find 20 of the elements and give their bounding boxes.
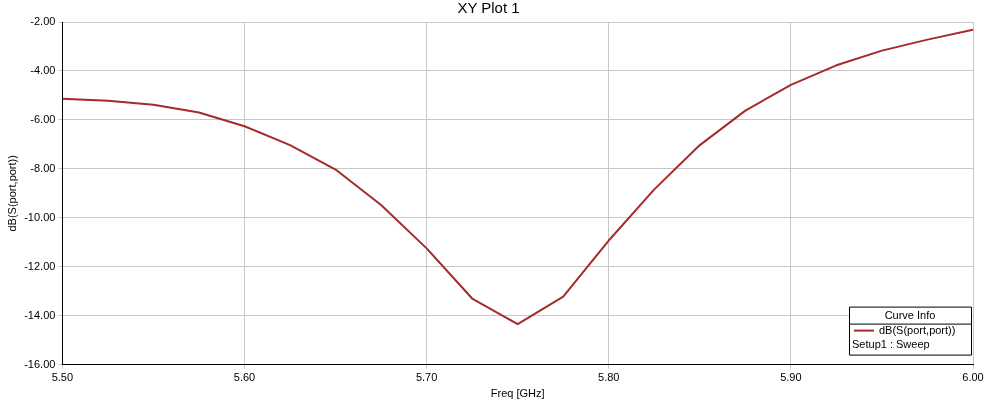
- y-tick-label: -8.00: [30, 161, 56, 174]
- y-tick-label: -4.00: [30, 63, 56, 76]
- y-tick-label: -12.00: [24, 259, 56, 272]
- y-tick-label: -10.00: [24, 210, 56, 223]
- x-tick-label: 6.00: [962, 371, 984, 384]
- y-tick-label: -2.00: [30, 15, 56, 28]
- y-axis-title: dB(S(port,port)): [5, 155, 18, 232]
- legend-label: dB(S(port,port)): [879, 323, 956, 336]
- annotation: Setup1 : Sweep: [852, 337, 930, 350]
- y-tick-label: -6.00: [30, 112, 56, 125]
- x-tick-label: 5.50: [51, 371, 74, 384]
- y-tick-label: -16.00: [24, 357, 56, 370]
- x-tick-label: 5.70: [415, 371, 438, 384]
- x-axis-title: Freq [GHz]: [490, 387, 545, 400]
- x-tick-label: 5.80: [598, 371, 620, 384]
- x-tick-label: 5.60: [233, 371, 256, 384]
- chart-title: XY Plot 1: [457, 0, 520, 17]
- x-tick-label: 5.90: [780, 371, 802, 384]
- y-tick-label: -14.00: [24, 308, 56, 321]
- legend-title: Curve Info: [884, 308, 936, 321]
